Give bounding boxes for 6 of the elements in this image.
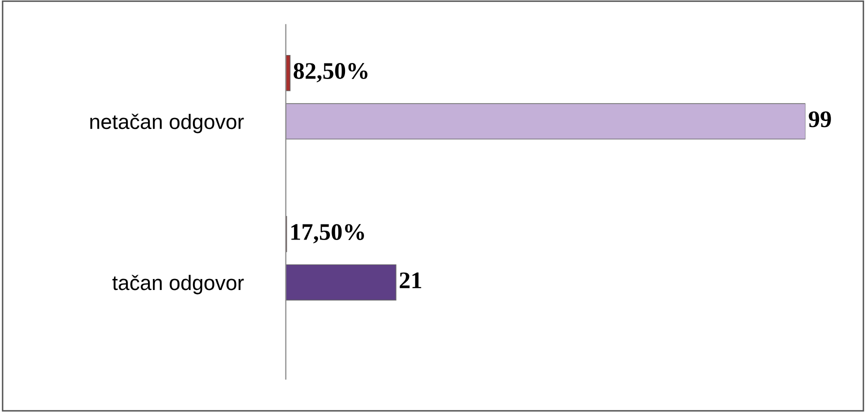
data-label: 21: [400, 272, 422, 288]
data-label: 99: [808, 111, 831, 128]
data-label: 82,50%: [294, 63, 368, 82]
y-tick-label: tačan odgovor: [112, 274, 244, 294]
data-label: 17,50%: [291, 224, 364, 244]
y-tick-label: netačan odgovor: [90, 114, 244, 134]
